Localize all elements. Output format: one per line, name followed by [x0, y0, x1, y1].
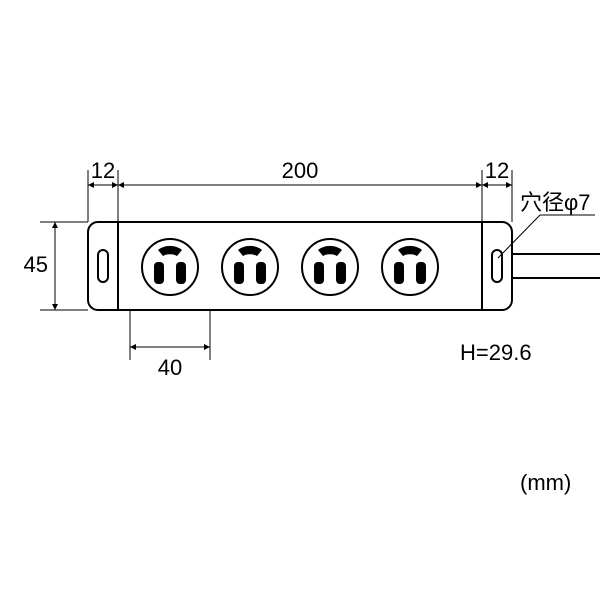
dim-left-margin: 12: [91, 158, 115, 183]
dim-height: 45: [24, 252, 48, 277]
mount-slot-left: [98, 250, 108, 282]
dim-outlet-pitch: 40: [158, 355, 182, 380]
technical-drawing: 12 200 12 45 40 穴径φ7 H=29.6 (mm): [0, 0, 600, 600]
outlet-1: [142, 239, 198, 295]
unit-label: (mm): [520, 470, 571, 495]
outlet-2: [222, 239, 278, 295]
dim-right-margin: 12: [485, 158, 509, 183]
dim-main-width: 200: [282, 158, 319, 183]
outlet-3: [302, 239, 358, 295]
dim-hole-diameter: 穴径φ7: [520, 190, 591, 215]
dim-thickness: H=29.6: [460, 340, 532, 365]
outlet-4: [382, 239, 438, 295]
